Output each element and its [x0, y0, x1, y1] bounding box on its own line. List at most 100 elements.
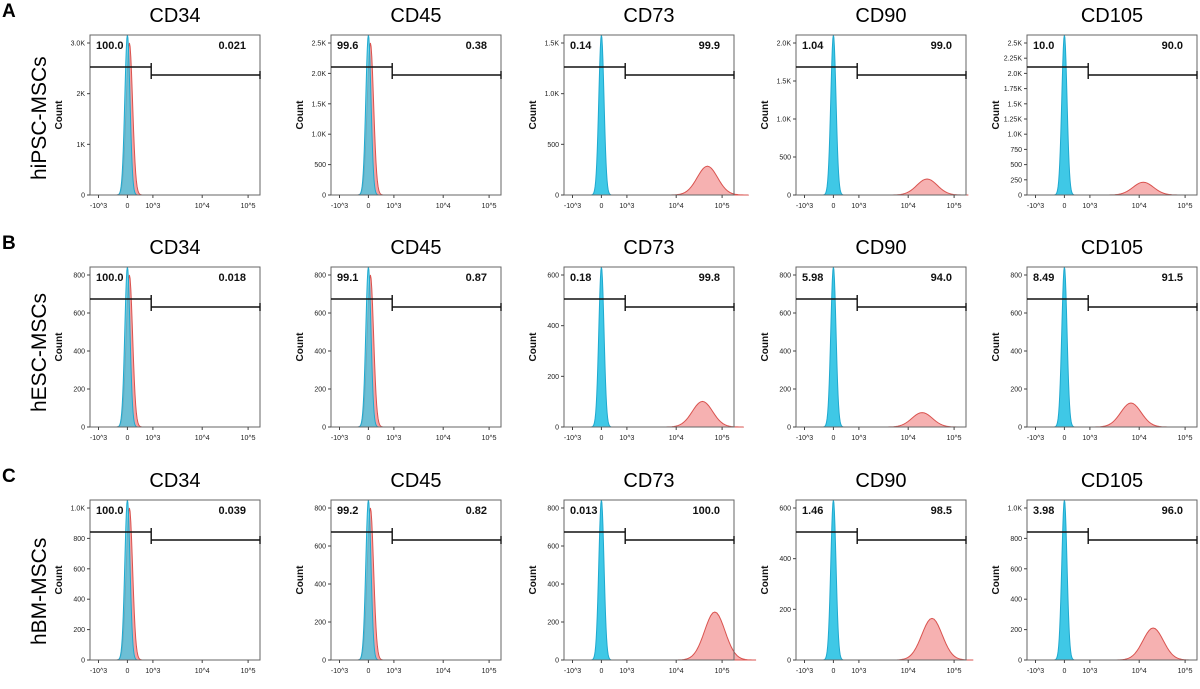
x-tick-label: -10^3	[1027, 435, 1044, 442]
positive-distribution	[890, 617, 974, 661]
x-tick-label: 10^4	[1132, 668, 1147, 675]
y-tick-label: 400	[1010, 597, 1022, 604]
x-tick-label: 0	[1062, 203, 1066, 210]
marker-title: CD105	[1080, 5, 1144, 27]
y-tick-label: 600	[547, 273, 559, 280]
histogram-plot: 0 200 400 600 800 1.0K Count -10^3 0 10^3 10^4 10^5…	[991, 499, 1198, 675]
negative-distribution	[589, 34, 616, 196]
histogram-plot: 0 1K 2K 3.0K Count -10^3 0 10^3 10^4 10^5 100.0 0.0…	[54, 34, 261, 210]
x-tick-label: 10^5	[947, 435, 962, 442]
x-tick-label: 10^3	[1082, 668, 1097, 675]
y-tick-label: 1.0K	[1008, 506, 1023, 513]
plot-frame	[563, 34, 735, 196]
x-tick-label: -10^3	[796, 668, 813, 675]
y-tick-label: 800	[314, 506, 326, 513]
x-tick-label: 10^4	[195, 435, 210, 442]
y-axis-label: Count	[54, 332, 65, 362]
y-tick-label: 800	[314, 273, 326, 280]
y-tick-label: 200	[314, 387, 326, 394]
positive-percentage: 98.5	[931, 505, 952, 517]
positive-gate	[391, 71, 502, 79]
negative-distribution	[1052, 499, 1079, 661]
y-tick-label: 1.5K	[1008, 101, 1023, 108]
negative-distribution	[821, 499, 848, 661]
marker-title: CD90	[855, 470, 907, 492]
x-tick-label: 0	[831, 435, 835, 442]
x-tick-label: -10^3	[1027, 668, 1044, 675]
histogram-plot: 0 200 400 600 800 Count -10^3 0 10^3 10^4 10^5 99.2…	[295, 499, 502, 675]
y-tick-label: 0	[787, 658, 791, 665]
positive-distribution	[881, 412, 963, 428]
plot-frame	[563, 266, 735, 428]
negative-gate	[90, 295, 152, 303]
x-tick-label: -10^3	[331, 435, 348, 442]
positive-distribution	[673, 611, 757, 661]
negative-percentage: 3.98	[1033, 505, 1054, 517]
x-tick-label: 10^3	[386, 435, 401, 442]
x-tick-label: 0	[599, 203, 603, 210]
x-tick-label: -10^3	[90, 668, 107, 675]
x-tick-label: 10^3	[851, 435, 866, 442]
y-axis-label: Count	[295, 100, 306, 130]
negative-gate	[796, 63, 858, 71]
x-tick-label: -10^3	[1027, 203, 1044, 210]
x-tick-label: 10^3	[619, 203, 634, 210]
y-tick-label: 250	[1010, 177, 1022, 184]
y-tick-label: 750	[1010, 147, 1022, 154]
y-tick-label: 200	[73, 387, 85, 394]
y-axis-label: Count	[991, 332, 1002, 362]
y-tick-label: 1.0K	[71, 506, 86, 513]
x-tick-label: 10^3	[386, 203, 401, 210]
negative-gate	[331, 63, 393, 71]
negative-gate	[90, 528, 152, 536]
y-tick-label: 500	[1010, 162, 1022, 169]
x-tick-label: 0	[599, 435, 603, 442]
negative-percentage: 10.0	[1033, 40, 1054, 52]
y-tick-label: 2.0K	[777, 41, 792, 48]
y-tick-label: 1.0K	[777, 117, 792, 124]
y-tick-label: 200	[547, 620, 559, 627]
y-tick-label: 600	[73, 566, 85, 573]
positive-percentage: 99.9	[699, 40, 720, 52]
y-tick-label: 0	[81, 193, 85, 200]
y-tick-label: 1.5K	[777, 79, 792, 86]
positive-percentage: 0.039	[218, 505, 246, 517]
panel-letter-c: C	[2, 466, 16, 487]
y-tick-label: 0	[555, 193, 559, 200]
histogram-plot: 0 200 400 600 800 Count -10^3 0 10^3 10^4 10^5 0.01…	[528, 499, 757, 675]
negative-distribution	[115, 34, 142, 196]
y-tick-label: 0	[1018, 425, 1022, 432]
x-tick-label: 10^4	[195, 668, 210, 675]
y-tick-label: 1K	[76, 142, 85, 149]
plot-frame	[563, 499, 735, 661]
positive-gate	[624, 536, 735, 544]
x-tick-label: 10^4	[901, 435, 916, 442]
plot-frame	[89, 34, 261, 196]
panel-letter-b: B	[2, 233, 16, 254]
y-tick-label: 600	[314, 544, 326, 551]
x-tick-label: 10^5	[1178, 203, 1193, 210]
plot-frame	[795, 499, 967, 661]
y-tick-label: 0	[322, 425, 326, 432]
y-tick-label: 200	[1010, 387, 1022, 394]
y-tick-label: 0	[1018, 658, 1022, 665]
y-tick-label: 400	[547, 323, 559, 330]
y-tick-label: 600	[779, 506, 791, 513]
y-tick-label: 600	[1010, 311, 1022, 318]
x-tick-label: 10^5	[947, 668, 962, 675]
negative-distribution	[356, 266, 383, 428]
y-tick-label: 800	[1010, 536, 1022, 543]
x-tick-label: 10^5	[482, 203, 497, 210]
y-axis-label: Count	[760, 100, 771, 130]
x-tick-label: 10^4	[436, 668, 451, 675]
x-tick-label: 10^4	[195, 203, 210, 210]
marker-title: CD45	[390, 470, 442, 492]
x-tick-label: 10^4	[669, 435, 684, 442]
y-axis-label: Count	[760, 332, 771, 362]
x-tick-label: 10^4	[436, 203, 451, 210]
y-tick-label: 1.0K	[1008, 132, 1023, 139]
plot-frame	[1026, 266, 1198, 428]
histogram-plot: 0 500 1.0K 1.5K 2.0K Count -10^3 0 10^3 10^4 10^5 1…	[760, 34, 969, 210]
x-tick-label: 10^4	[1132, 435, 1147, 442]
positive-percentage: 99.8	[699, 272, 720, 284]
